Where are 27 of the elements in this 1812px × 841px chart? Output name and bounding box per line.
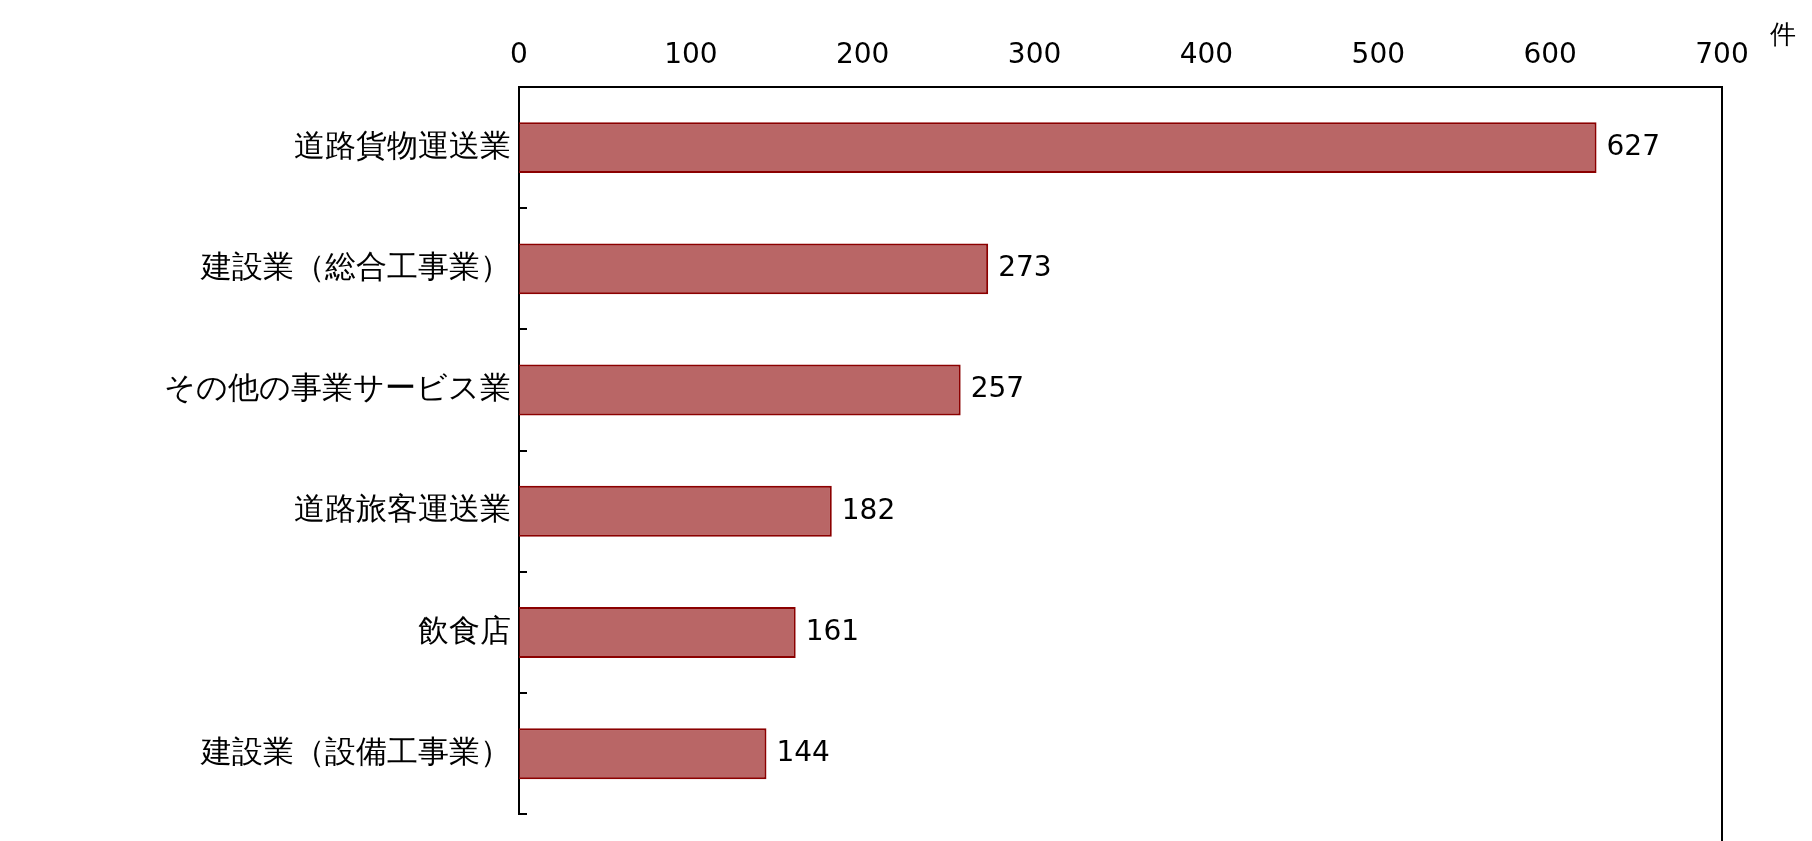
data-label: 161 — [805, 613, 860, 647]
bar — [519, 485, 832, 537]
y-tick-label: その他の事業サービス業 — [164, 369, 511, 406]
x-tick-label: 200 — [835, 37, 890, 71]
data-label: 257 — [970, 371, 1025, 405]
y-tick-label: 建設業（設備工事業） — [200, 732, 511, 769]
x-tick-label: 0 — [510, 37, 528, 71]
bar — [519, 728, 767, 780]
data-label: 627 — [1606, 128, 1660, 162]
y-tick-label: 道路貨物運送業 — [294, 126, 511, 163]
y-tick-label: 道路旅客運送業 — [294, 490, 511, 527]
x-tick-label: 400 — [1179, 37, 1234, 71]
bar — [519, 364, 961, 416]
data-label: 182 — [841, 492, 896, 526]
x-tick-label: 300 — [1007, 37, 1062, 71]
y-tick-label: 飲食店 — [418, 611, 511, 648]
bar — [519, 607, 796, 659]
data-label: 273 — [998, 250, 1052, 284]
x-axis-title: 件 — [1770, 18, 1796, 49]
x-tick-label: 700 — [1695, 37, 1749, 71]
x-tick-label: 100 — [664, 37, 718, 71]
bar — [519, 122, 1597, 174]
data-label: 144 — [776, 735, 830, 769]
x-tick-label: 500 — [1351, 37, 1406, 71]
y-tick-label: 建設業（総合工事業） — [200, 247, 511, 284]
x-tick-label: 600 — [1523, 37, 1577, 71]
bar — [519, 243, 989, 295]
